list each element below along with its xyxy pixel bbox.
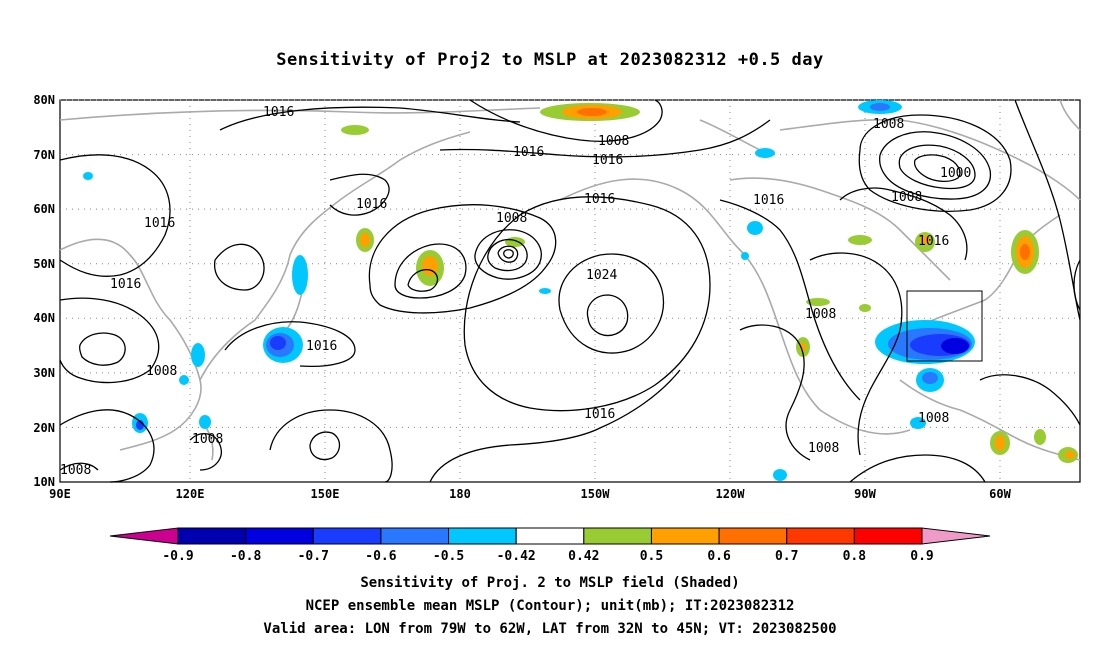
chart-title: Sensitivity of Proj2 to MSLP at 20230823… [276, 50, 824, 70]
mslp-contours [59, 99, 1081, 483]
contour-label: 1008 [805, 307, 836, 322]
contour-label: 1008 [496, 211, 527, 226]
latitude-labels: 80N 70N 60N 50N 40N 30N 20N 10N [33, 93, 55, 489]
colorbar-label: -0.9 [162, 549, 193, 564]
contour-label: 1000 [940, 166, 971, 181]
lon-label-120w: 120W [716, 487, 746, 501]
contour-label: 1008 [891, 190, 922, 205]
colorbar-extend-high [921, 527, 991, 545]
colorbar-segment [515, 527, 585, 545]
colorbar-segment [650, 527, 720, 545]
longitude-labels: 90E 120E 150E 180 150W 120W 90W 60W [49, 487, 1011, 501]
lat-label-40n: 40N [33, 311, 55, 325]
caption-contour: NCEP ensemble mean MSLP (Contour); unit(… [305, 598, 795, 614]
colorbar-segment [312, 527, 382, 545]
colorbar-label: -0.42 [497, 549, 536, 564]
colorbar-segment [583, 527, 652, 545]
colorbar-label: 0.5 [640, 549, 663, 564]
caption-shading: Sensitivity of Proj. 2 to MSLP field (Sh… [360, 575, 740, 591]
contour-label: 1008 [60, 463, 91, 478]
colorbar-label: 0.7 [775, 549, 798, 564]
contour-label: 1016 [918, 234, 949, 249]
lon-label-180: 180 [449, 487, 471, 501]
colorbar-segment [177, 527, 247, 545]
colorbar-extend-low [109, 527, 179, 545]
colorbar-label: -0.8 [230, 549, 261, 564]
lat-label-10n: 10N [33, 475, 55, 489]
gridlines [60, 99, 1080, 482]
contour-label: 1016 [584, 192, 615, 207]
colorbar-segment [245, 527, 314, 545]
colorbar-segment [448, 527, 517, 545]
contour-label: 1016 [584, 407, 615, 422]
contour-label: 1016 [110, 277, 141, 292]
valid-area-box [906, 290, 983, 362]
contour-label: 1016 [263, 105, 294, 120]
colorbar: -0.9 -0.8 -0.7 -0.6 -0.5 -0.42 0.42 0.5 0.6 0.7 0.… [109, 527, 991, 564]
lat-label-60n: 60N [33, 202, 55, 216]
lon-label-90e: 90E [49, 487, 71, 501]
contour-label: 1008 [598, 134, 629, 149]
lon-label-120e: 120E [176, 487, 205, 501]
colorbar-segment [853, 527, 923, 545]
contour-label: 1016 [356, 197, 387, 212]
lat-label-30n: 30N [33, 366, 55, 380]
colorbar-segment [786, 527, 855, 545]
colorbar-label: -0.6 [365, 549, 396, 564]
colorbar-segment [718, 527, 788, 545]
contour-label: 1008 [146, 364, 177, 379]
colorbar-label: 0.6 [707, 549, 731, 564]
contour-label: 1008 [873, 117, 904, 132]
contour-label: 1016 [513, 145, 544, 160]
contour-label: 1016 [753, 193, 784, 208]
lon-label-150w: 150W [581, 487, 611, 501]
contour-label: 1008 [192, 432, 223, 447]
colorbar-label: 0.8 [843, 549, 867, 564]
contour-label: 1016 [144, 216, 175, 231]
colorbar-label: 0.42 [568, 549, 599, 564]
lat-label-70n: 70N [33, 148, 55, 162]
contour-label: 1024 [586, 268, 617, 283]
caption-valid-area: Valid area: LON from 79W to 62W, LAT fro… [263, 621, 837, 637]
colorbar-segment [380, 527, 450, 545]
colorbar-label: -0.5 [433, 549, 464, 564]
contour-label: 1016 [306, 339, 337, 354]
contour-label: 1016 [592, 153, 623, 168]
contour-label: 1008 [808, 441, 839, 456]
colorbar-label: -0.7 [298, 549, 329, 564]
lon-label-150e: 150E [311, 487, 340, 501]
colorbar-label: 0.9 [910, 549, 933, 564]
lon-label-90w: 90W [854, 487, 876, 501]
lat-label-20n: 20N [33, 421, 55, 435]
lon-label-60w: 60W [989, 487, 1011, 501]
lat-label-50n: 50N [33, 257, 55, 271]
lat-label-80n: 80N [33, 93, 55, 107]
contour-labels: 1016 1008 1016 1016 1016 1008 1016 1016 … [60, 105, 971, 478]
contour-label: 1008 [918, 411, 949, 426]
